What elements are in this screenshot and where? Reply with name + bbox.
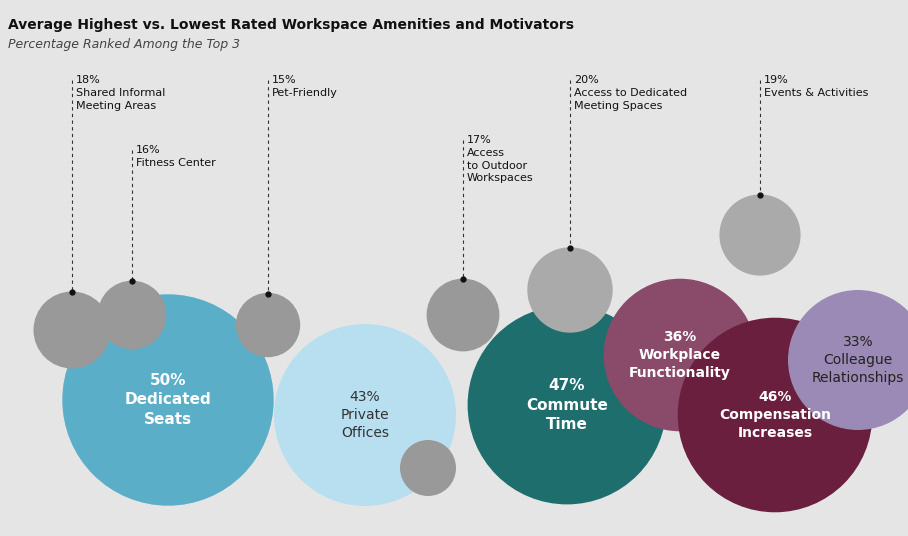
Text: 46%
Compensation
Increases: 46% Compensation Increases	[719, 390, 831, 441]
Text: 17%
Access
to Outdoor
Workspaces: 17% Access to Outdoor Workspaces	[467, 135, 534, 183]
Circle shape	[63, 295, 273, 505]
Circle shape	[428, 279, 498, 351]
Text: 20%
Access to Dedicated
Meeting Spaces: 20% Access to Dedicated Meeting Spaces	[574, 75, 687, 110]
Text: Average Highest vs. Lowest Rated Workspace Amenities and Motivators: Average Highest vs. Lowest Rated Workspa…	[8, 18, 574, 32]
Text: 16%
Fitness Center: 16% Fitness Center	[136, 145, 216, 168]
Circle shape	[236, 294, 300, 356]
Circle shape	[720, 195, 800, 275]
Text: 33%
Colleague
Relationships: 33% Colleague Relationships	[812, 334, 904, 385]
Text: 18%
Shared Informal
Meeting Areas: 18% Shared Informal Meeting Areas	[76, 75, 165, 110]
Circle shape	[678, 318, 872, 511]
Text: Percentage Ranked Among the Top 3: Percentage Ranked Among the Top 3	[8, 38, 240, 51]
Text: 36%
Workplace
Functionality: 36% Workplace Functionality	[629, 330, 731, 381]
Text: 15%
Pet-Friendly: 15% Pet-Friendly	[272, 75, 338, 98]
Text: 19%
Events & Activities: 19% Events & Activities	[764, 75, 868, 98]
Circle shape	[528, 248, 612, 332]
Circle shape	[400, 441, 455, 495]
Circle shape	[789, 291, 908, 429]
Circle shape	[275, 325, 455, 505]
Circle shape	[35, 292, 110, 368]
Circle shape	[98, 281, 165, 348]
Text: 43%
Private
Offices: 43% Private Offices	[340, 390, 390, 441]
Text: 50%
Dedicated
Seats: 50% Dedicated Seats	[124, 373, 212, 427]
Text: 47%
Commute
Time: 47% Commute Time	[526, 378, 608, 433]
Circle shape	[605, 279, 755, 430]
Circle shape	[469, 306, 666, 504]
